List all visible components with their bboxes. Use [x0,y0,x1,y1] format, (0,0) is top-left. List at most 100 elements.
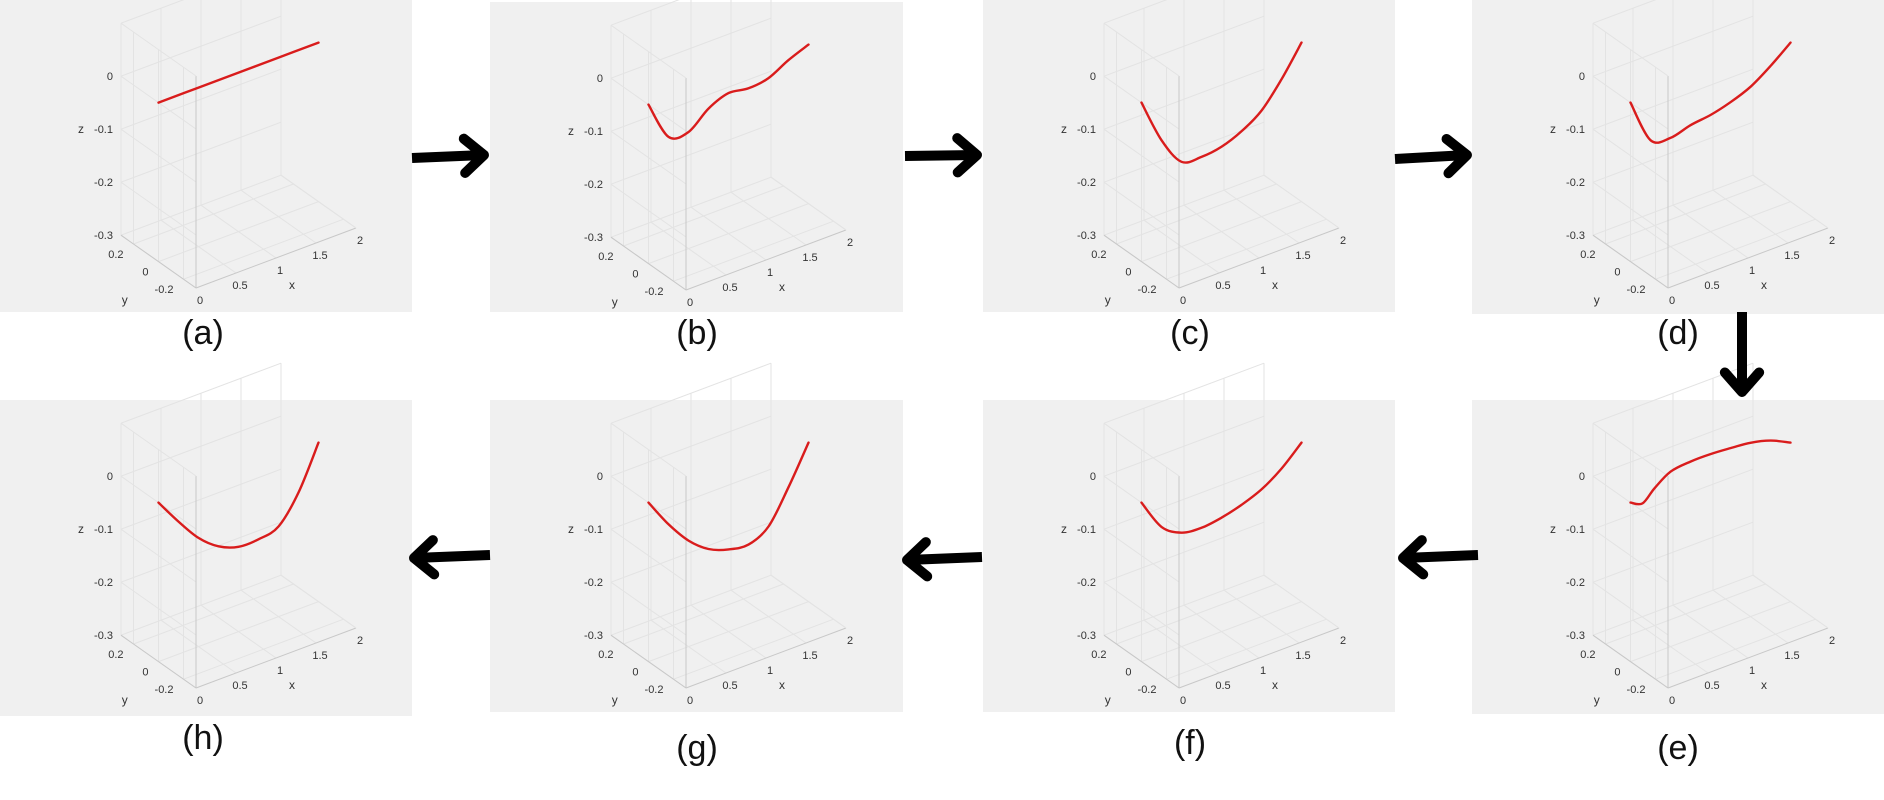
x-tick-label: 0 [1180,695,1186,707]
z-tick-label: -0.2 [94,577,113,589]
x-tick-label: 0.5 [232,280,247,292]
grid-line [1592,0,1657,24]
arrow-head [1719,367,1765,397]
panel-background [983,400,1395,712]
grid-line [120,528,197,583]
x-tick-label: 0.5 [722,680,737,692]
grid-line [183,218,344,280]
z-tick-label: 0 [1579,71,1585,83]
y-tick-label: 0.2 [598,251,613,263]
grid-line [120,415,282,477]
grid-line [1592,121,1754,183]
x-tick-label: 1.5 [1295,650,1310,662]
grid-line [1103,422,1180,477]
grid-line [1103,22,1180,77]
y-tick-label: 0 [142,267,148,279]
flow-arrow [1398,535,1479,580]
z-axis-label: z [1061,522,1067,536]
tick-labels: 0 0.5 1 1.5 2 -0.2 0 0.2 -0.3 -0.2 -0.1 0 [94,71,363,307]
grid-line [673,220,834,282]
grid-line [1166,218,1327,280]
grid-line [623,583,784,645]
grid-line [120,521,282,583]
panel-background [490,400,903,712]
grid-line [158,601,319,663]
x-tick-label: 0 [1669,695,1675,707]
grid-line [1116,183,1277,245]
grid-line [1592,521,1754,583]
grid-lines [1592,362,1829,689]
z-tick-label: -0.2 [94,177,113,189]
grid-lines [1103,362,1340,689]
grid-line [1116,583,1277,645]
grid-line [1605,183,1766,245]
y-axis-label: y [612,295,618,309]
grid-lines [120,0,357,289]
arrow-shaft [906,552,983,565]
arrow-head [1441,133,1472,179]
x-tick-label: 1.5 [1784,650,1799,662]
x-tick-label: 1 [1260,265,1266,277]
x-tick-label: 0 [1669,295,1675,307]
arrow-shaft [1402,550,1479,563]
z-tick-label: 0 [1090,71,1096,83]
panel-caption: (d) [1657,314,1699,352]
z-tick-label: -0.2 [584,577,603,589]
z-tick-label: -0.2 [1566,577,1585,589]
curve-line [1140,441,1303,534]
arrow-head [902,537,933,582]
panels-layer: 0 0.5 1 1.5 2 -0.2 0 0.2 -0.3 -0.2 -0.1 0 x y z (a) 0 0.5… [0,0,1884,767]
y-tick-label: -0.2 [1627,684,1646,696]
y-tick-label: 0 [1125,667,1131,679]
panel-h: 0 0.5 1 1.5 2 -0.2 0 0.2 -0.3 -0.2 -0.1 0 x y z [0,362,412,716]
x-tick-label: 0 [1180,295,1186,307]
x-tick-label: 2 [1829,235,1835,247]
grid-line [1103,0,1168,24]
z-tick-label: -0.3 [94,630,113,642]
y-axis-line [120,234,197,289]
x-axis-line [195,627,357,689]
y-tick-label: 0.2 [108,649,123,661]
panel-background [983,0,1395,312]
x-tick-label: 1 [767,665,773,677]
y-tick-label: 0 [1614,667,1620,679]
flow-arrow [1719,312,1765,397]
grid-lines [610,0,847,291]
grid-line [120,68,282,130]
y-tick-label: -0.2 [645,684,664,696]
x-tick-label: 2 [847,237,853,249]
y-tick-label: -0.2 [1627,284,1646,296]
y-axis-line [1592,634,1669,689]
grid-line [610,176,772,238]
grid-line [610,362,772,424]
z-tick-label: -0.3 [1566,630,1585,642]
tick-labels: 0 0.5 1 1.5 2 -0.2 0 0.2 -0.3 -0.2 -0.1 0 [1077,71,1346,307]
panel-g: 0 0.5 1 1.5 2 -0.2 0 0.2 -0.3 -0.2 -0.1 0 x y z [490,362,903,712]
x-axis-label: x [779,280,785,294]
x-tick-label: 2 [1829,635,1835,647]
y-tick-label: 0 [1614,267,1620,279]
z-tick-label: -0.1 [1077,124,1096,136]
x-axis-line [685,229,847,291]
grid-line [1103,415,1265,477]
grid-line [120,15,282,77]
grid-line [1103,121,1265,183]
panel-background [1472,0,1884,314]
z-tick-label: -0.3 [584,630,603,642]
grid-line [120,0,185,24]
y-tick-label: 0.2 [598,649,613,661]
x-axis-line [1667,627,1829,689]
panel-c: 0 0.5 1 1.5 2 -0.2 0 0.2 -0.3 -0.2 -0.1 0 x y z [983,0,1395,312]
grid-line [610,422,687,477]
y-tick-label: -0.2 [1138,284,1157,296]
grid-line [120,181,197,236]
x-tick-label: 2 [357,235,363,247]
x-tick-label: 1.5 [1295,250,1310,262]
grid-line [770,574,847,629]
z-tick-label: -0.1 [584,126,603,138]
z-tick-label: -0.1 [1077,524,1096,536]
curve-line [157,441,320,549]
z-tick-label: -0.1 [1566,524,1585,536]
grid-line [610,183,687,238]
x-tick-label: 1.5 [802,252,817,264]
